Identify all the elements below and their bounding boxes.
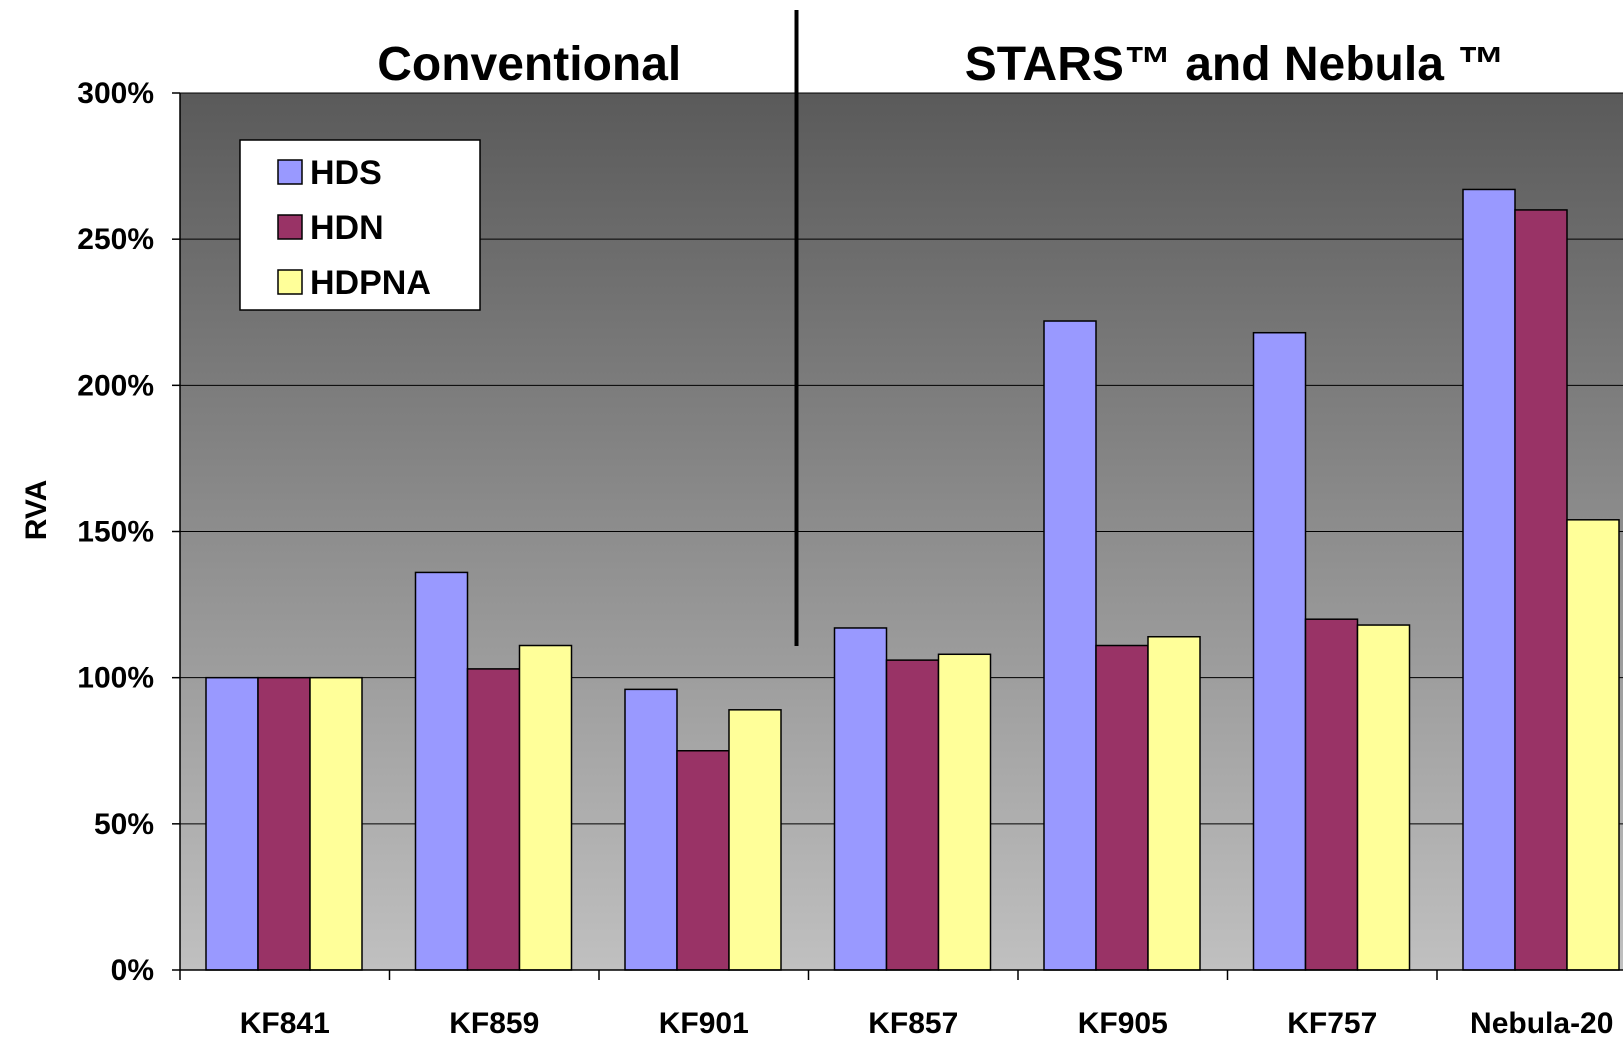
bar-hds-kf841 bbox=[205, 676, 259, 971]
bar-hds-kf757 bbox=[1252, 331, 1307, 971]
x-category-label: KF857 bbox=[868, 1007, 958, 1038]
x-category-label: Nebula-20 bbox=[1470, 1007, 1613, 1038]
y-tick-label: 200% bbox=[77, 369, 154, 402]
y-tick-label: 50% bbox=[94, 808, 154, 841]
y-tick-labels: 0% 50% 100% 150% 200% 250% 300% bbox=[77, 77, 154, 987]
bar-hdn-kf757 bbox=[1304, 618, 1359, 971]
legend-label-hds: HDS bbox=[310, 154, 382, 192]
y-tick-label: 150% bbox=[77, 516, 154, 549]
bar-hdpna-kf757 bbox=[1356, 624, 1411, 971]
legend-label-hdn: HDN bbox=[310, 209, 384, 247]
y-tick-label: 100% bbox=[77, 662, 154, 695]
bar-hdpna-kf905 bbox=[1147, 635, 1201, 971]
bar-hdpna-kf859 bbox=[518, 644, 573, 971]
group-titles: Conventional STARS™ and Nebula ™ bbox=[377, 38, 1505, 91]
bar-hdpna-kf857 bbox=[937, 653, 992, 971]
bar-hdpna-kf841 bbox=[309, 676, 363, 971]
bar-hds-kf859 bbox=[414, 571, 469, 971]
group-title: STARS™ and Nebula ™ bbox=[965, 38, 1506, 91]
bar-hdn-kf857 bbox=[885, 659, 940, 971]
x-category-label: KF901 bbox=[659, 1007, 749, 1038]
x-category-label: KF841 bbox=[240, 1007, 330, 1038]
y-tick-label: 250% bbox=[77, 223, 154, 256]
legend-swatch-hds bbox=[277, 159, 303, 185]
bar-hds-kf857 bbox=[833, 627, 888, 971]
y-tick-label: 300% bbox=[77, 77, 154, 110]
bar-hdn-nebula-20 bbox=[1514, 209, 1568, 971]
bar-hds-kf905 bbox=[1043, 320, 1097, 971]
bar-hdpna-nebula-20 bbox=[1566, 519, 1620, 971]
legend-swatch-hdpna bbox=[277, 269, 303, 295]
y-axis-title: RVA bbox=[20, 480, 53, 541]
legend: HDS HDN HDPNA bbox=[239, 139, 481, 311]
x-category-label: KF905 bbox=[1078, 1007, 1168, 1038]
x-category-label: KF757 bbox=[1287, 1007, 1377, 1038]
bar-hdn-kf841 bbox=[257, 676, 311, 971]
bar-hdpna-kf901 bbox=[728, 709, 782, 971]
bars bbox=[205, 188, 1620, 971]
bar-hds-kf901 bbox=[624, 688, 678, 971]
x-category-labels: KF841 KF859 KF901 KF857 KF905 KF757 Nebula-20 bbox=[240, 1007, 1614, 1040]
legend-swatch-hdn bbox=[277, 214, 303, 240]
bar-hdn-kf905 bbox=[1095, 644, 1149, 971]
legend-label-hdpna: HDPNA bbox=[310, 264, 431, 302]
axes bbox=[179, 93, 1623, 980]
bar-hdn-kf859 bbox=[466, 668, 521, 971]
bar-hdn-kf901 bbox=[676, 750, 730, 971]
group-title: Conventional bbox=[377, 38, 681, 91]
x-category-label: KF859 bbox=[449, 1007, 539, 1038]
bar-hds-nebula-20 bbox=[1462, 188, 1516, 971]
y-tick-label: 0% bbox=[111, 954, 154, 987]
